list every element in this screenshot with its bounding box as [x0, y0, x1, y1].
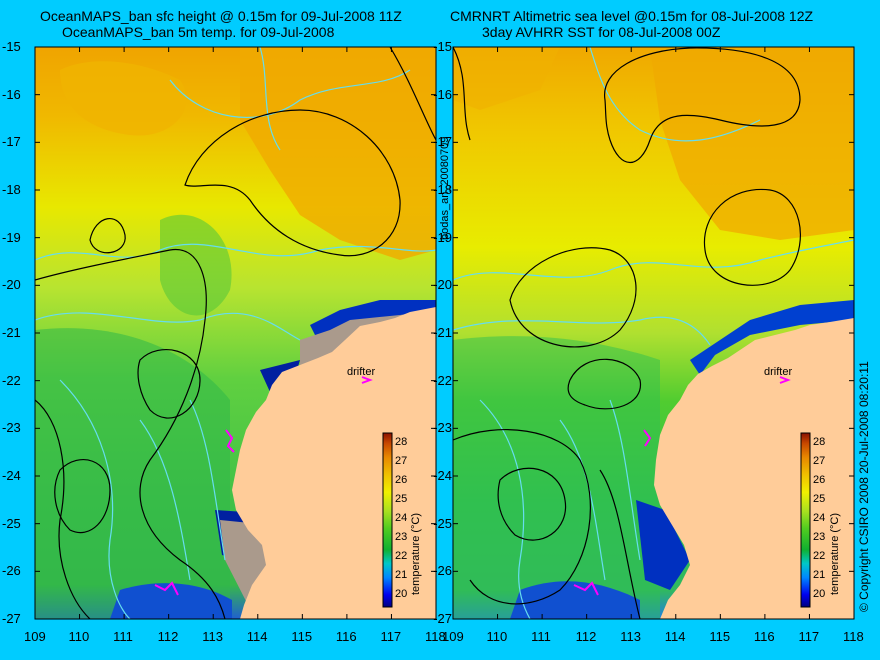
colorbar-tick-label: 28 — [395, 436, 408, 448]
colorbar-tick-label: 25 — [395, 493, 408, 505]
lat-tick-label: -17 — [433, 134, 452, 150]
lat-tick-label: -16 — [2, 86, 21, 102]
lat-tick-label: -20 — [433, 277, 452, 293]
lon-tick-label: 118 — [425, 629, 446, 644]
right-colorbar — [800, 432, 811, 608]
right-map — [453, 47, 854, 619]
colorbar-tick-label: 23 — [813, 531, 826, 543]
colorbar-tick-label: 24 — [395, 512, 408, 524]
lon-tick-label: 112 — [157, 629, 179, 644]
colorbar-tick-label: 22 — [813, 550, 826, 562]
colorbar-tick-label: 26 — [395, 474, 408, 486]
right-title-line1: CMRNRT Altimetric sea level @0.15m for 0… — [450, 8, 814, 24]
lon-tick-label: 117 — [798, 629, 820, 644]
left-ssh-contours — [35, 47, 436, 619]
lon-tick-label: 109 — [24, 629, 46, 644]
right-bathymetry — [453, 47, 854, 619]
lon-tick-label: 115 — [291, 629, 313, 644]
lat-tick-label: -26 — [2, 563, 21, 579]
lon-tick-label: 112 — [575, 629, 597, 644]
lat-tick-label: -23 — [433, 420, 452, 436]
lat-tick-label: -15 — [433, 39, 452, 54]
colorbar-tick-label: 26 — [813, 474, 826, 486]
lon-tick-label: 110 — [68, 629, 90, 644]
colorbar-tick-label: 20 — [395, 588, 408, 600]
lat-tick-label: -19 — [2, 229, 21, 245]
lon-tick-label: 113 — [620, 629, 641, 644]
left-bathymetry — [35, 47, 436, 619]
lat-tick-label: -17 — [2, 134, 21, 150]
lat-tick-label: -16 — [433, 86, 452, 102]
lat-tick-label: -25 — [2, 515, 21, 531]
colorbar-tick-label: 24 — [813, 512, 826, 524]
lat-tick-label: -24 — [2, 468, 21, 483]
lon-tick-label: 116 — [335, 629, 357, 644]
lon-tick-label: 118 — [843, 629, 864, 644]
lon-tick-label: 116 — [753, 629, 775, 644]
right-title-line2: 3day AVHRR SST for 08-Jul-2008 00Z — [482, 24, 721, 40]
lat-tick-label: -23 — [2, 420, 21, 436]
lat-tick-label: -20 — [2, 277, 21, 293]
colorbar-tick-label: 27 — [395, 455, 408, 467]
left-title-line1: OceanMAPS_ban sfc height @ 0.15m for 09-… — [40, 8, 402, 24]
lon-tick-label: 114 — [664, 629, 686, 644]
lat-tick-label: -27 — [433, 611, 452, 626]
lat-tick-label: -25 — [433, 515, 452, 531]
lat-tick-label: -22 — [433, 372, 452, 388]
left-colorbar — [382, 432, 393, 608]
colorbar-tick-label: 27 — [813, 455, 826, 467]
copyright-label: © Copyright CSIRO 2008 20-Jul-2008 08:20… — [857, 361, 871, 612]
lon-tick-label: 117 — [380, 629, 402, 644]
left-drifter-label: drifter — [347, 366, 376, 378]
colorbar-tick-label: 21 — [813, 569, 826, 581]
tick-marks — [34, 46, 855, 620]
lon-tick-label: 114 — [246, 629, 268, 644]
lon-tick-label: 110 — [486, 629, 508, 644]
colorbar-tick-label: 20 — [813, 588, 826, 600]
colorbar-tick-label: 28 — [813, 436, 826, 448]
colorbar-tick-label: 23 — [395, 531, 408, 543]
lat-tick-label: -22 — [2, 372, 21, 388]
lat-tick-label: -15 — [2, 39, 21, 54]
left-title-line2: OceanMAPS_ban 5m temp. for 09-Jul-2008 — [62, 24, 335, 40]
lon-tick-label: 111 — [531, 629, 551, 644]
lat-tick-label: -19 — [433, 229, 452, 245]
right-drifter-tracks — [573, 376, 791, 596]
lat-tick-label: -18 — [433, 182, 452, 197]
right-drifter-label: drifter — [764, 366, 793, 378]
lon-tick-label: 113 — [202, 629, 223, 644]
lat-tick-label: -27 — [2, 611, 21, 626]
left-drifter-tracks — [154, 376, 373, 596]
lon-tick-label: 115 — [709, 629, 731, 644]
left-map — [35, 47, 436, 619]
lon-tick-label: 109 — [442, 629, 464, 644]
lat-tick-label: -26 — [433, 563, 452, 579]
lat-tick-label: -21 — [2, 325, 21, 340]
colorbar-tick-label: 21 — [395, 569, 408, 581]
right-ssh-contours — [453, 47, 801, 619]
lat-tick-label: -18 — [2, 182, 21, 197]
right-colorbar-title: temperature (°C) — [829, 512, 841, 595]
colorbar-tick-label: 25 — [813, 493, 826, 505]
colorbar-tick-label: 22 — [395, 550, 408, 562]
lon-tick-label: 111 — [113, 629, 133, 644]
lat-tick-label: -21 — [433, 325, 452, 340]
lat-tick-label: -24 — [433, 468, 452, 483]
